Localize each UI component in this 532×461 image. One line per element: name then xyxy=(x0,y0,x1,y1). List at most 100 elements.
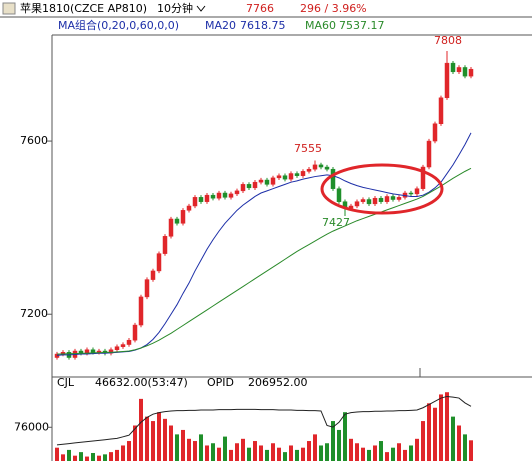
candle-body xyxy=(222,192,228,198)
candle-body xyxy=(216,192,222,199)
candle-body xyxy=(54,353,60,358)
candle-body xyxy=(240,184,246,192)
candle-body xyxy=(180,210,186,224)
volume-bar xyxy=(463,434,467,461)
ma-line xyxy=(57,167,472,355)
candle-body xyxy=(174,218,180,224)
annotation: 7555 xyxy=(294,142,322,155)
volume-bar xyxy=(205,445,209,461)
candle-body xyxy=(450,62,456,73)
volume-bar xyxy=(103,454,107,461)
volume-bar xyxy=(361,447,365,461)
volume-bar xyxy=(307,441,311,461)
y-tick-label: 7200 xyxy=(20,307,48,320)
annotation: 7808 xyxy=(434,34,462,47)
volume-bar xyxy=(241,438,245,461)
candle-body xyxy=(462,67,468,77)
volume-bar xyxy=(439,394,443,461)
candle-body xyxy=(258,179,264,183)
volume-bar xyxy=(373,445,377,461)
volume-bar xyxy=(343,412,347,461)
opid-value: 206952.00 xyxy=(248,376,308,389)
candle-body xyxy=(318,164,324,168)
candle-body xyxy=(198,197,204,202)
volume-bar xyxy=(223,436,227,461)
candle-body xyxy=(372,197,378,205)
volume-bar xyxy=(415,438,419,461)
volume-bar xyxy=(355,443,359,461)
period-dropdown[interactable] xyxy=(196,5,206,12)
period[interactable]: 10分钟 xyxy=(157,1,193,15)
volume-bar xyxy=(73,455,77,461)
y-tick-label: 7600 xyxy=(20,134,48,147)
legend-value: 7618.75 xyxy=(240,19,286,32)
volume-bar xyxy=(175,434,179,461)
candle-body xyxy=(150,270,156,280)
candle-body xyxy=(228,193,234,198)
volume-bar xyxy=(259,445,263,461)
candle-body xyxy=(324,166,330,170)
volume-bar xyxy=(67,449,71,461)
volume-bar xyxy=(133,425,137,461)
candle-body xyxy=(162,236,168,254)
candle-body xyxy=(288,173,294,180)
volume-bar xyxy=(211,443,215,461)
candle-body xyxy=(138,296,144,326)
volume-bar xyxy=(229,449,233,461)
volume-bar xyxy=(61,454,65,461)
candle-body xyxy=(90,349,96,353)
candle-body xyxy=(456,67,462,73)
volume-bar xyxy=(427,403,431,461)
volume-name: CJL xyxy=(57,376,75,389)
volume-bar xyxy=(265,449,269,461)
volume-bar xyxy=(151,421,155,461)
volume-bar xyxy=(301,447,305,461)
candle-body xyxy=(426,140,432,168)
candle-body xyxy=(252,181,258,189)
candle-body xyxy=(414,188,420,195)
volume-bar xyxy=(325,443,329,461)
volume-bar xyxy=(391,447,395,461)
candle-body xyxy=(432,123,438,142)
candle-body xyxy=(354,201,360,207)
volume-bar xyxy=(139,398,143,461)
candle-body xyxy=(264,179,270,185)
candle-body xyxy=(396,197,402,200)
candle-body xyxy=(246,184,252,189)
volume-bar xyxy=(247,447,251,461)
candle-body xyxy=(144,279,150,298)
highlight-ellipse xyxy=(320,163,444,215)
volume-bar xyxy=(85,456,89,461)
volume-bar xyxy=(271,443,275,461)
volume-bar xyxy=(421,421,425,461)
volume-bar xyxy=(169,425,173,461)
candle-body xyxy=(438,97,444,124)
candle-body xyxy=(312,164,318,170)
legend-value: 7537.17 xyxy=(339,19,385,32)
candle-body xyxy=(234,190,240,195)
volume-bar xyxy=(79,452,83,461)
volume-bar xyxy=(349,438,353,461)
volume-bar xyxy=(403,449,407,461)
candle-body xyxy=(126,339,132,345)
volume-bar xyxy=(289,445,293,461)
volume-bar xyxy=(433,407,437,461)
volume-bar xyxy=(157,412,161,461)
volume-bar xyxy=(55,447,59,461)
legend-name: MA20 xyxy=(205,19,236,32)
candle-body xyxy=(132,324,138,341)
volume-bar xyxy=(217,447,221,461)
candle-body xyxy=(390,196,396,200)
volume-bar xyxy=(385,452,389,461)
candle-body xyxy=(168,218,174,237)
volume-bar xyxy=(397,443,401,461)
y-tick-label: 76000 xyxy=(14,420,49,433)
candle-body xyxy=(360,199,366,202)
legend-name: MA60 xyxy=(305,19,336,32)
candle-body xyxy=(276,175,282,179)
volume-bar xyxy=(319,445,323,461)
last-price: 7766 xyxy=(246,2,274,15)
candle-body xyxy=(156,253,162,272)
volume-bar xyxy=(115,449,119,461)
volume-bar xyxy=(235,443,239,461)
